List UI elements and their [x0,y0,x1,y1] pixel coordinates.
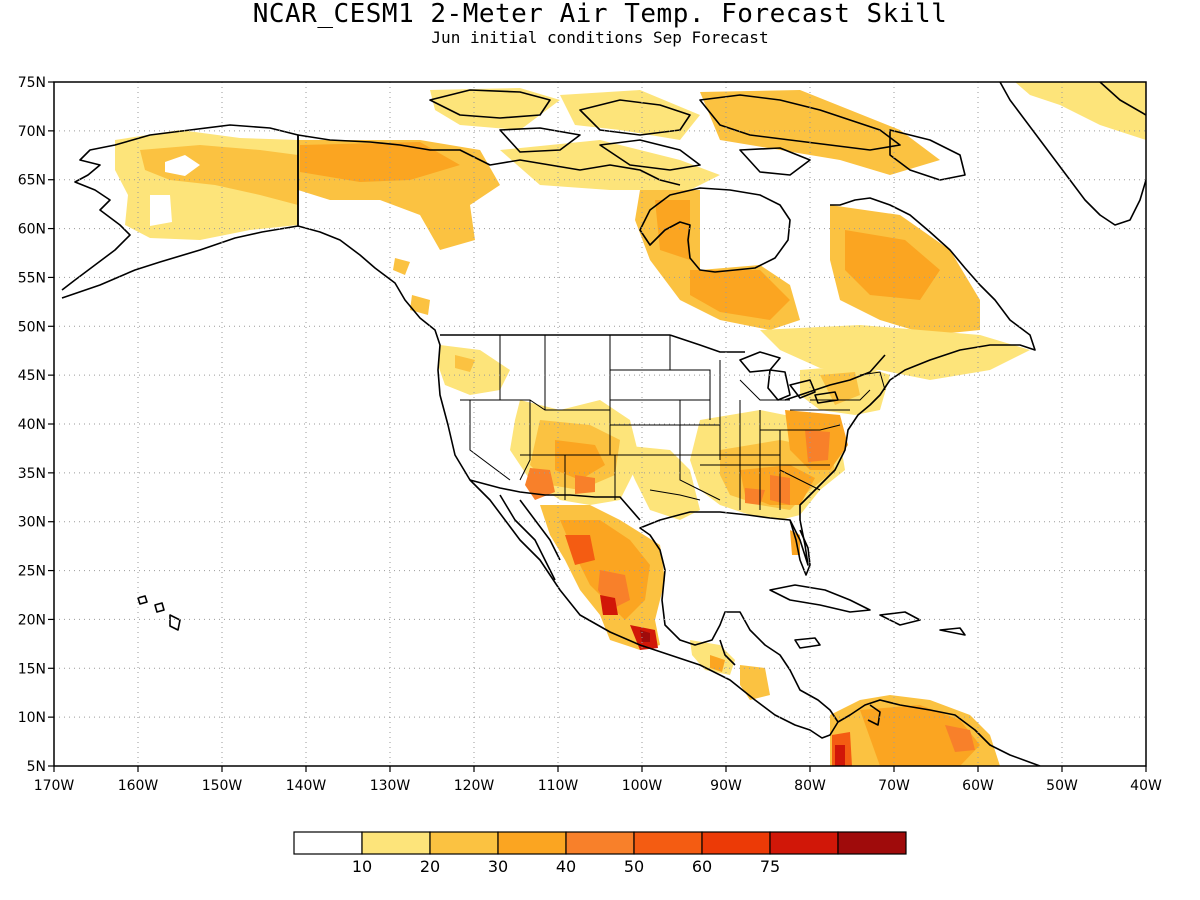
colorbar-label: 60 [692,857,712,876]
lon-tick-label: 90W [710,778,742,794]
lon-tick-label: 70W [878,778,910,794]
lat-tick-label: 40N [18,417,46,433]
lon-tick-label: 120W [454,778,495,794]
map-layer [54,82,1146,766]
lat-tick-label: 50N [18,319,46,335]
colorbar-swatch [633,831,703,855]
colorbar-label: 75 [760,857,780,876]
lat-tick-label: 45N [18,368,46,384]
lon-tick-label: 170W [34,778,75,794]
colorbar-label: 20 [420,857,440,876]
colorbar-swatch [361,831,431,855]
lat-tick-label: 15N [18,661,46,677]
lon-tick-label: 160W [118,778,159,794]
colorbar-legend: 10 20 30 40 50 60 75 [293,831,907,876]
colorbar-swatch [769,831,839,855]
lon-tick-label: 60W [962,778,994,794]
colorbar-swatch [293,831,363,855]
lon-tick-label: 80W [794,778,826,794]
lat-tick-label: 70N [18,124,46,140]
colorbar-swatch [565,831,635,855]
lat-tick-label: 20N [18,612,46,628]
skill-shading [115,82,1146,766]
state-boundaries [460,335,886,510]
colorbar-swatch [701,831,771,855]
colorbar-label: 30 [488,857,508,876]
grid-lines [54,82,1146,766]
lon-tick-label: 150W [202,778,243,794]
lon-tick-label: 100W [622,778,663,794]
colorbar-label: 40 [556,857,576,876]
lat-tick-label: 60N [18,222,46,238]
colorbar-label: 50 [624,857,644,876]
map-subtitle: Jun initial conditions Sep Forecast [431,28,769,47]
lat-tick-label: 10N [18,710,46,726]
lat-tick-label: 55N [18,270,46,286]
lon-tick-label: 50W [1046,778,1078,794]
map-title: NCAR_CESM1 2-Meter Air Temp. Forecast Sk… [252,0,948,29]
lon-tick-label: 40W [1130,778,1162,794]
lon-tick-label: 110W [538,778,579,794]
colorbar-label: 10 [352,857,372,876]
lon-tick-label: 130W [370,778,411,794]
colorbar-swatch [837,831,907,855]
colorbar-swatch [497,831,567,855]
coastlines [61,82,1146,766]
lon-tick-label: 140W [286,778,327,794]
lat-tick-label: 30N [18,515,46,531]
colorbar-swatch [429,831,499,855]
lat-tick-label: 75N [18,75,46,91]
lat-tick-label: 5N [27,759,46,775]
lat-tick-label: 65N [18,173,46,189]
lat-tick-label: 25N [18,564,46,580]
lat-tick-label: 35N [18,466,46,482]
longitude-axis: 170W 160W 150W 140W 130W 120W 110W 100W 90W 80W 70… [34,766,1162,794]
latitude-axis: 5N 10N 15N 20N 25N 30N 35N 40N 45N 50N 55N 60N 65N 70… [18,75,54,775]
